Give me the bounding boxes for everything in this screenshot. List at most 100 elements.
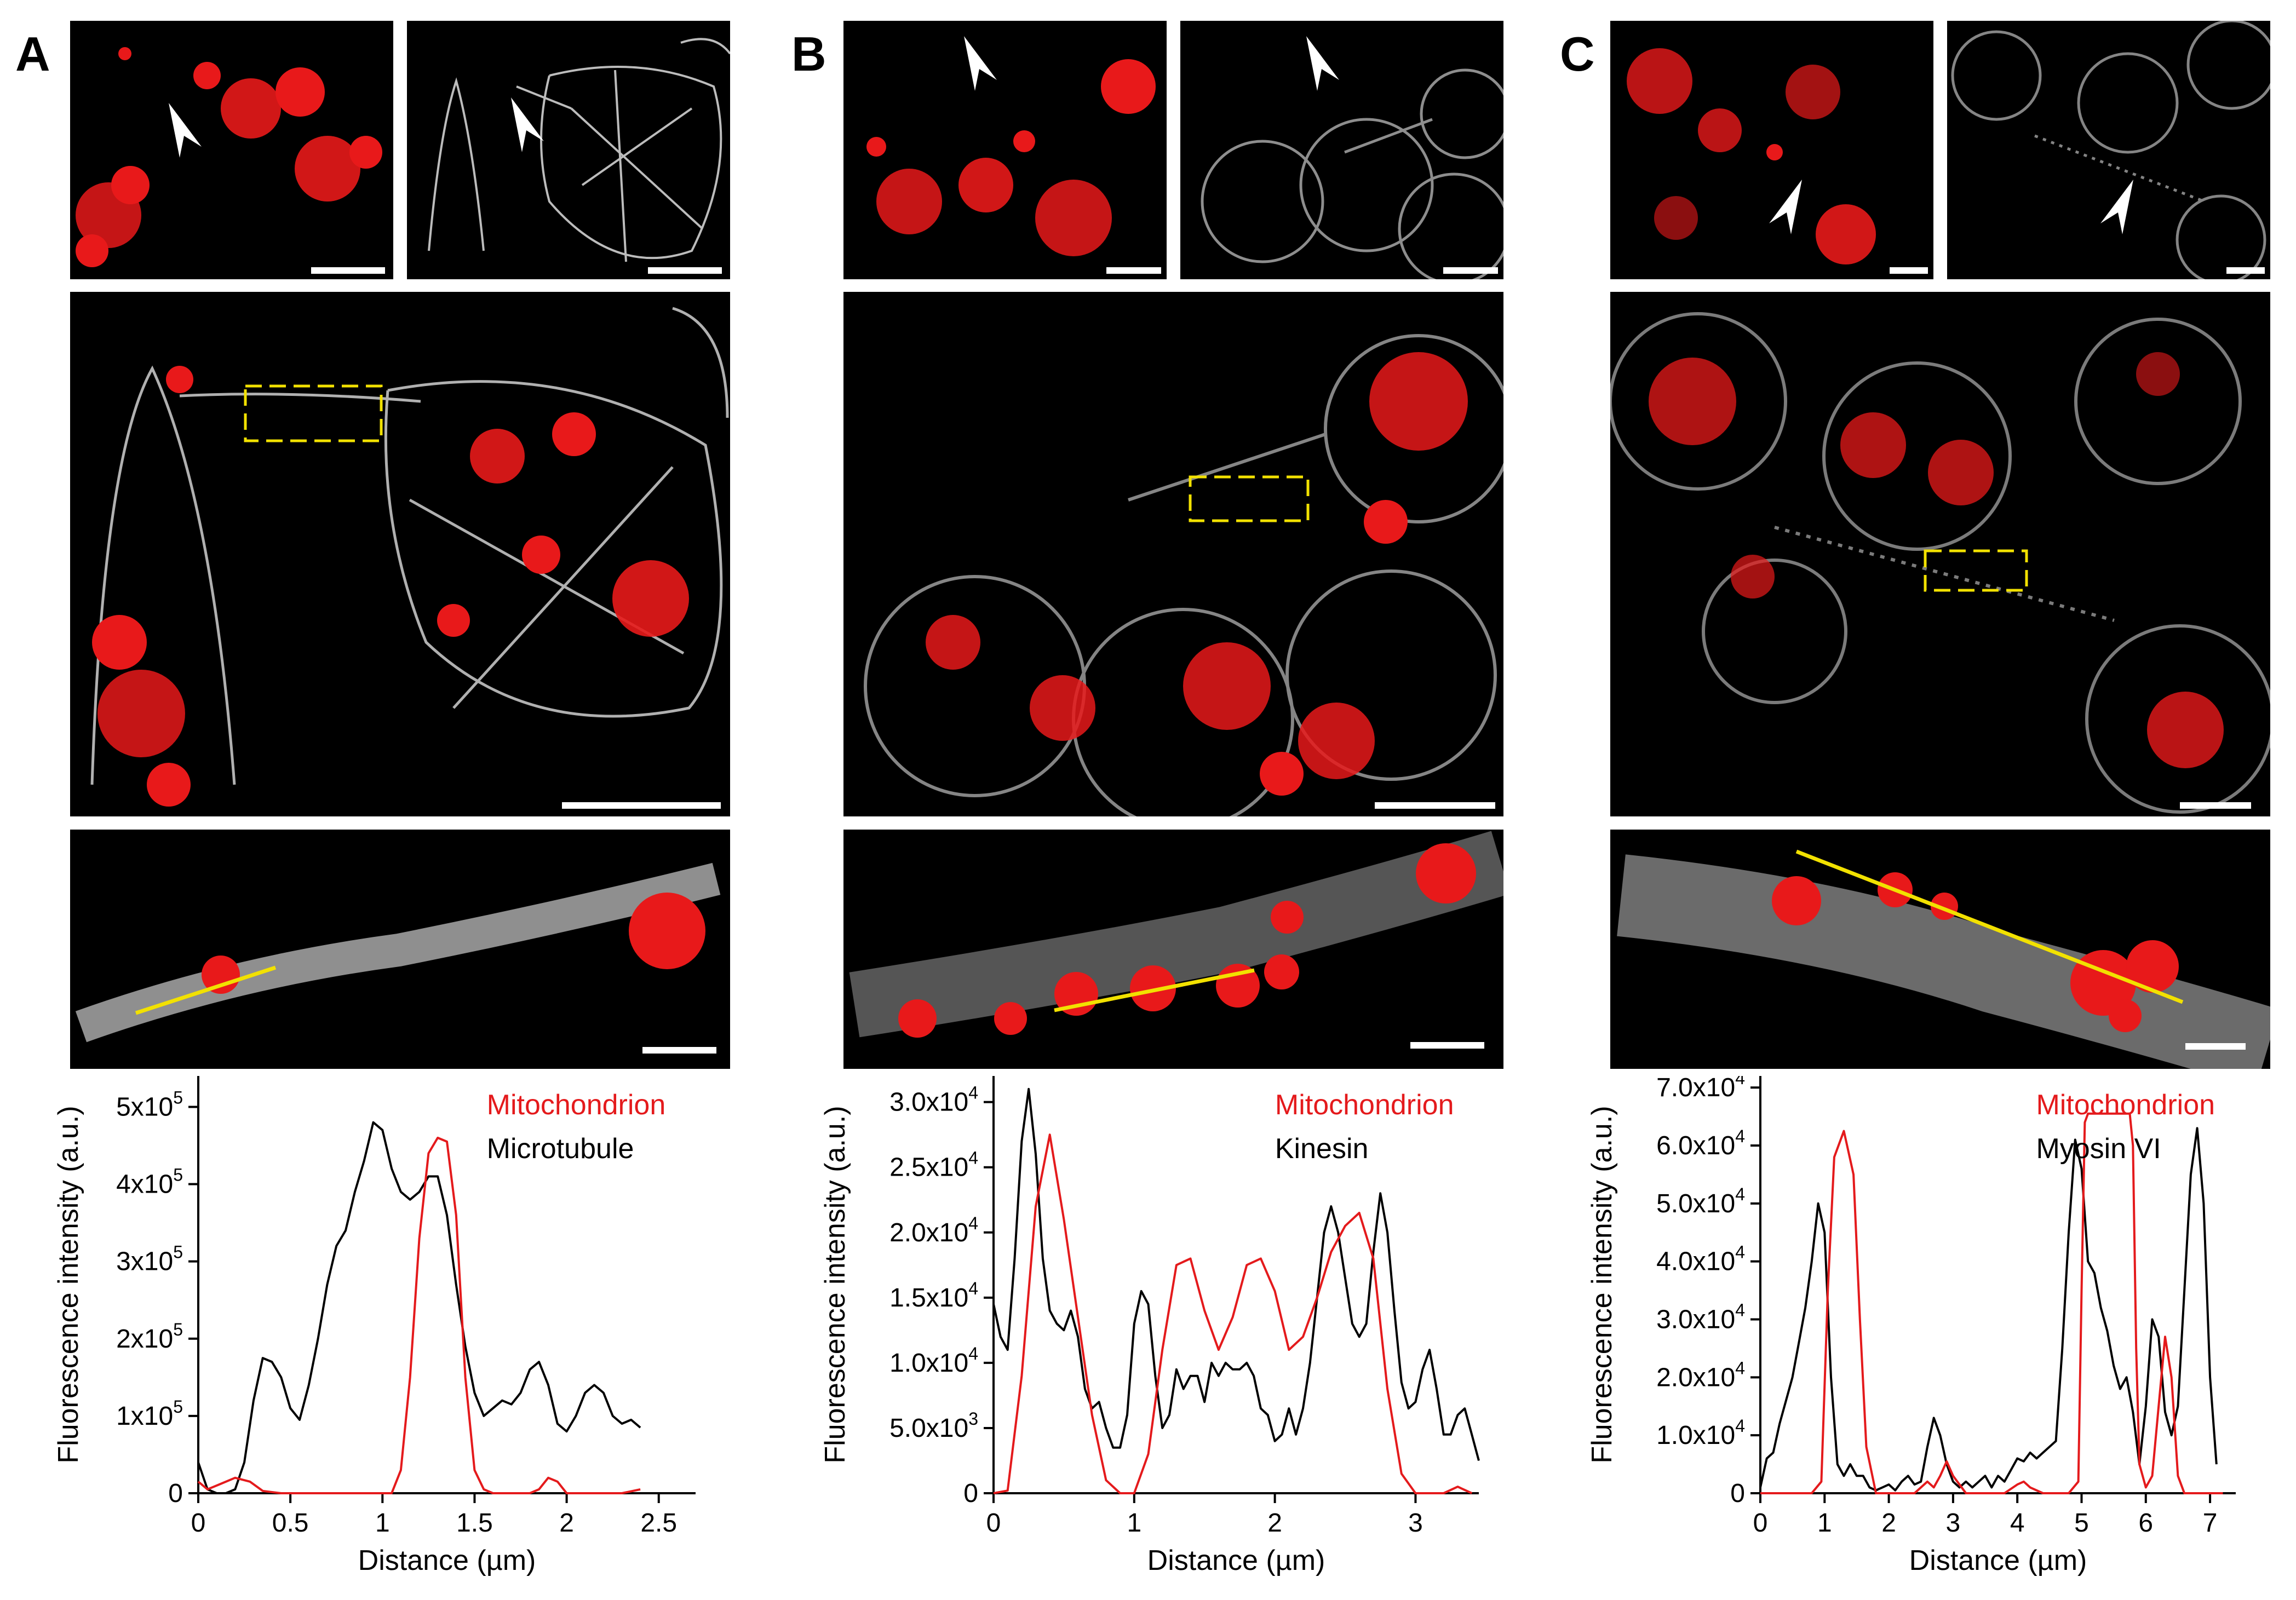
x-tick-label: 3: [1408, 1509, 1423, 1538]
legend-entry-kinesin: Kinesin: [1275, 1133, 1369, 1165]
panel-a-mitochondria-image: [70, 21, 393, 279]
y-tick-label: 6.0x104: [1656, 1126, 1745, 1160]
y-tick-label: 4.0x104: [1656, 1242, 1745, 1276]
y-tick-label-base: 5x10: [116, 1092, 173, 1121]
arrowhead-icon: [964, 36, 997, 91]
chart-svg: 0 1 2 3 4 5 6 701.0x1042.0x1043.0x1044.0x1045.0…: [1586, 1068, 2236, 1576]
y-tick-label: 0: [168, 1479, 183, 1508]
y-axis-label: Fluorescence intensity (a.u.): [1586, 1106, 1618, 1463]
y-tick-label-exponent: 4: [1735, 1358, 1745, 1378]
y-tick-label: 1.5x104: [889, 1279, 978, 1313]
y-tick-label-base: 0: [1730, 1479, 1745, 1508]
y-axis-label: Fluorescence intensity (a.u.): [819, 1106, 851, 1463]
y-tick-label: 2x105: [116, 1320, 183, 1354]
series-line-microtubule: [197, 1121, 641, 1494]
y-tick-label-exponent: 4: [1735, 1076, 1745, 1088]
scale-bar: [311, 267, 385, 274]
y-tick-label: 3.0x104: [1656, 1300, 1745, 1334]
x-tick-label: 1: [375, 1509, 390, 1538]
y-tick-label: 5.0x104: [1656, 1184, 1745, 1218]
y-tick-label-exponent: 4: [968, 1213, 978, 1233]
y-tick-label-base: 2.5x10: [889, 1153, 968, 1182]
scale-bar: [642, 1047, 716, 1054]
y-tick-label: 5.0x103: [889, 1409, 978, 1443]
y-tick-label-base: 0: [963, 1479, 978, 1508]
y-tick-label-base: 2.0x10: [1656, 1363, 1735, 1392]
arrowhead-icon: [2100, 180, 2133, 234]
scale-bar: [1410, 1042, 1484, 1049]
panel-c-myosin-image: [1947, 21, 2270, 279]
y-tick-label-base: 2.0x10: [889, 1218, 968, 1247]
x-tick-label: 2: [1267, 1509, 1282, 1538]
chart-svg: 0 1 2 305.0x1031.0x1041.5x1042.0x1042.5x104…: [819, 1076, 1480, 1576]
y-tick-label-base: 6.0x10: [1656, 1131, 1735, 1160]
legend-entry-microtubule: Microtubule: [487, 1133, 634, 1165]
panel-label-c: C: [1560, 27, 1595, 81]
y-tick-label: 7.0x104: [1656, 1076, 1745, 1102]
scale-bar: [2185, 1043, 2246, 1050]
panel-a-merged-image: [70, 292, 730, 816]
y-tick-label-base: 4.0x10: [1656, 1247, 1735, 1276]
legend-entry-mitochondrion: Mitochondrion: [487, 1089, 666, 1121]
y-tick-label-base: 3.0x10: [1656, 1305, 1735, 1334]
scale-bar: [1106, 267, 1161, 274]
legend-entry-mitochondrion: Mitochondrion: [1275, 1089, 1454, 1121]
y-axis-label: Fluorescence intensity (a.u.): [53, 1106, 84, 1463]
y-tick-label: 1.0x104: [1656, 1416, 1745, 1450]
scale-bar: [1375, 802, 1495, 809]
x-axis-label: Distance (µm): [1909, 1545, 2087, 1576]
y-tick-label-exponent: 5: [173, 1397, 183, 1417]
x-axis-label: Distance (µm): [358, 1545, 536, 1576]
x-tick-label: 2.5: [640, 1509, 677, 1538]
y-tick-label-exponent: 4: [1735, 1184, 1745, 1204]
x-tick-label: 4: [2010, 1509, 2025, 1538]
line-chart-c: 0 1 2 3 4 5 6 7 0 1.0x104 2.0x104 3.0x104 4.0x104 5.0…: [1583, 1068, 2284, 1593]
panel-c-merged-image: [1610, 292, 2270, 816]
x-tick-label: 6: [2138, 1509, 2153, 1538]
y-tick-label-exponent: 3: [968, 1409, 978, 1429]
chart-svg: 0 0.5 1 1.5 2 2.501x1052x1053x1054x1055x105Di…: [53, 1076, 696, 1576]
y-tick-label-exponent: 5: [173, 1242, 183, 1262]
y-tick-label-exponent: 4: [1735, 1126, 1745, 1146]
x-tick-label: 1: [1817, 1509, 1832, 1538]
x-tick-label: 0.5: [272, 1509, 309, 1538]
y-tick-label: 2.0x104: [1656, 1358, 1745, 1392]
x-tick-label: 3: [1946, 1509, 1961, 1538]
legend-entry-mitochondrion: Mitochondrion: [2036, 1089, 2215, 1121]
scale-bar: [562, 802, 721, 809]
panel-b-mitochondria-image: [843, 21, 1167, 279]
arrowhead-icon: [1306, 36, 1339, 91]
y-tick-label: 1.0x104: [889, 1344, 978, 1378]
y-tick-label: 0: [1730, 1479, 1745, 1508]
y-tick-label-exponent: 4: [968, 1148, 978, 1168]
panel-label-b: B: [791, 27, 826, 81]
y-tick-label-exponent: 4: [968, 1344, 978, 1363]
y-tick-label-base: 1.0x10: [1656, 1421, 1735, 1450]
scale-bar: [648, 267, 722, 274]
panel-a-zoom-image: [70, 830, 730, 1069]
y-tick-label-base: 1.0x10: [889, 1349, 968, 1378]
line-chart-b: 0 1 2 3 0 5.0x103 1.0x104 1.5x104 2.0x104 2.5x104…: [816, 1076, 1517, 1593]
panel-b-merged-image: [843, 292, 1503, 816]
panel-b-zoom-image: [843, 830, 1503, 1069]
panel-label-a: A: [15, 27, 50, 81]
x-tick-label: 5: [2074, 1509, 2089, 1538]
y-tick-label: 5x105: [116, 1087, 183, 1121]
y-tick-label-base: 1x10: [116, 1402, 173, 1431]
y-tick-label-exponent: 4: [1735, 1416, 1745, 1436]
x-tick-label: 2: [1881, 1509, 1896, 1538]
y-tick-label: 3.0x104: [889, 1083, 978, 1117]
y-tick-label-base: 5.0x10: [1656, 1189, 1735, 1218]
y-tick-label: 2.0x104: [889, 1213, 978, 1247]
series-line-myosin-vi: [1759, 1127, 2218, 1492]
x-tick-label: 1.5: [456, 1509, 493, 1538]
series-line-mitochondrion: [197, 1136, 641, 1494]
y-tick-label-base: 2x10: [116, 1325, 173, 1354]
y-tick-label: 3x105: [116, 1242, 183, 1276]
y-tick-label-exponent: 5: [173, 1087, 183, 1107]
y-tick-label-base: 3x10: [116, 1247, 173, 1276]
y-tick-label-exponent: 5: [173, 1320, 183, 1339]
arrowhead-icon: [169, 103, 202, 158]
x-tick-label: 0: [986, 1509, 1001, 1538]
y-tick-label-exponent: 4: [968, 1083, 978, 1103]
